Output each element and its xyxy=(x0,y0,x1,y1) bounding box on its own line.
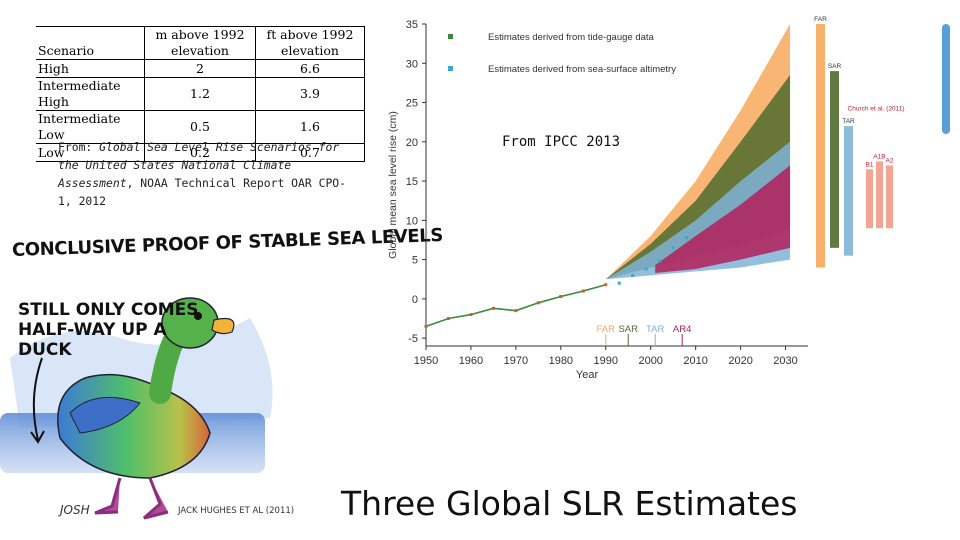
citation-title: Global Sea Level Rise Scenarios for the … xyxy=(58,140,340,190)
side-bar-b1 xyxy=(866,169,873,229)
projection-marker-label: AR4 xyxy=(673,324,691,335)
projection-marker-label: FAR xyxy=(597,324,616,335)
duck-eye xyxy=(194,312,202,320)
duck-wing xyxy=(69,396,141,434)
duck-leg xyxy=(143,477,169,520)
x-tick-label: 2010 xyxy=(683,355,707,367)
legend-altimetry: Estimates derived from sea-surface altim… xyxy=(488,64,676,75)
ipcc-sea-level-chart: -5 0 5 10 15 20 25 30 35 1950 1960 1970 1980 1990 2000… xyxy=(387,16,905,381)
accent-bar xyxy=(942,24,950,134)
tide-gauge-point xyxy=(514,309,518,313)
feet-cell: 0.7 xyxy=(255,143,365,162)
altimetry-point xyxy=(658,259,662,263)
table-header-row: Scenario m above 1992 elevation ft above… xyxy=(36,26,365,60)
meters-cell: 1.2 xyxy=(144,77,256,111)
altimetry-point xyxy=(644,267,648,271)
side-bar-sar xyxy=(830,71,839,248)
y-tick-label: 15 xyxy=(406,176,418,188)
altimetry-point xyxy=(631,273,635,277)
band-ar4 xyxy=(655,165,791,273)
legend-marker-tide-gauge xyxy=(448,34,453,39)
altimetry-point xyxy=(617,281,621,285)
y-tick-label: 35 xyxy=(406,19,418,31)
tide-gauge-line xyxy=(425,283,606,328)
header-meters: m above 1992 elevation xyxy=(144,26,256,60)
duck-leg xyxy=(94,477,122,515)
y-tick-label: 5 xyxy=(412,255,418,267)
citation-suffix: , NOAA Technical Report OAR CPO-1, 2012 xyxy=(58,176,347,208)
cartoon-credit: JACK HUGHES ET AL (2011) xyxy=(178,506,295,516)
table-row: High 2 6.6 xyxy=(36,59,365,78)
scenario-cell: Intermediate Low xyxy=(36,110,145,144)
side-bar-a2 xyxy=(886,165,893,229)
x-tick-label: 1990 xyxy=(594,355,618,367)
x-tick-label: 1970 xyxy=(504,355,528,367)
slr-scenario-table: Scenario m above 1992 elevation ft above… xyxy=(36,26,365,162)
duck-beak xyxy=(211,317,235,335)
x-tick-label: 2020 xyxy=(728,355,752,367)
side-bar-label: TAR xyxy=(842,118,855,125)
projection-marker-label: SAR xyxy=(618,324,638,335)
side-bar-label: B1 xyxy=(866,161,874,168)
meters-cell: 2 xyxy=(144,59,256,78)
y-tick-label: 10 xyxy=(406,215,418,227)
y-tick-label: 20 xyxy=(406,137,418,149)
side-bar-label: SAR xyxy=(828,63,842,70)
slide-title: Three Global SLR Estimates xyxy=(341,484,798,523)
x-axis-label: Year xyxy=(576,369,599,381)
scenario-cell: Intermediate High xyxy=(36,77,145,111)
pointer-arrow xyxy=(32,357,43,441)
x-tick-label: 1980 xyxy=(549,355,573,367)
duck-cartoon xyxy=(0,297,273,520)
tide-gauge-point xyxy=(491,306,495,310)
legend-marker-altimetry xyxy=(448,66,453,71)
side-bar-label: A2 xyxy=(886,157,894,164)
source-citation: From: Global Sea Level Rise Scenarios fo… xyxy=(58,138,358,210)
x-tick-label: 2000 xyxy=(638,355,662,367)
y-tick-label: -5 xyxy=(408,333,418,345)
tide-gauge-point xyxy=(581,289,585,293)
feet-cell: 6.6 xyxy=(255,59,365,78)
scenario-cell: High xyxy=(36,59,145,78)
y-axis-label: Global mean sea level rise (cm) xyxy=(387,111,399,259)
feet-cell: 3.9 xyxy=(255,77,365,111)
x-tick-label: 2030 xyxy=(773,355,797,367)
feet-cell: 1.6 xyxy=(255,110,365,144)
x-tick-label: 1950 xyxy=(414,355,438,367)
table-row: Intermediate Low 0.5 1.6 xyxy=(36,110,365,144)
side-bar-a1b xyxy=(876,161,883,229)
tide-gauge-point xyxy=(604,283,608,287)
side-bar-label: FAR xyxy=(814,16,827,23)
table-row: Intermediate High 1.2 3.9 xyxy=(36,77,365,111)
y-tick-label: 0 xyxy=(412,294,418,306)
cartoon-signature: JOSH xyxy=(60,503,90,517)
y-tick-label: 25 xyxy=(406,98,418,110)
side-bar-tar xyxy=(844,126,853,256)
tide-gauge-point xyxy=(469,313,473,317)
x-tick-label: 1960 xyxy=(459,355,483,367)
tide-gauge-point xyxy=(536,301,540,305)
pointer-arrowhead xyxy=(30,430,45,444)
ipcc-source-label: From IPCC 2013 xyxy=(502,134,621,150)
cartoon-caption: STILL ONLY COMES HALF-WAY UP A DUCK xyxy=(18,300,199,360)
meters-cell: 0.5 xyxy=(144,110,256,144)
tide-gauge-point xyxy=(559,295,563,299)
legend-tide-gauge: Estimates derived from tide-gauge data xyxy=(488,32,655,43)
table-row: Low 0.2 0.7 xyxy=(36,143,365,162)
side-bar-group-label: Church et al. (2011) xyxy=(848,105,905,112)
side-bar-far xyxy=(816,24,825,268)
header-scenario: Scenario xyxy=(36,26,145,60)
tide-gauge-point xyxy=(424,324,428,328)
citation-prefix: From: xyxy=(58,140,100,154)
projection-marker-label: TAR xyxy=(646,324,664,335)
altimetry-point xyxy=(685,236,689,240)
header-feet: ft above 1992 elevation xyxy=(255,26,365,60)
y-tick-label: 30 xyxy=(406,58,418,70)
side-bar-label: A1B xyxy=(873,153,885,160)
tide-gauge-point xyxy=(446,317,450,321)
altimetry-point xyxy=(671,246,675,250)
